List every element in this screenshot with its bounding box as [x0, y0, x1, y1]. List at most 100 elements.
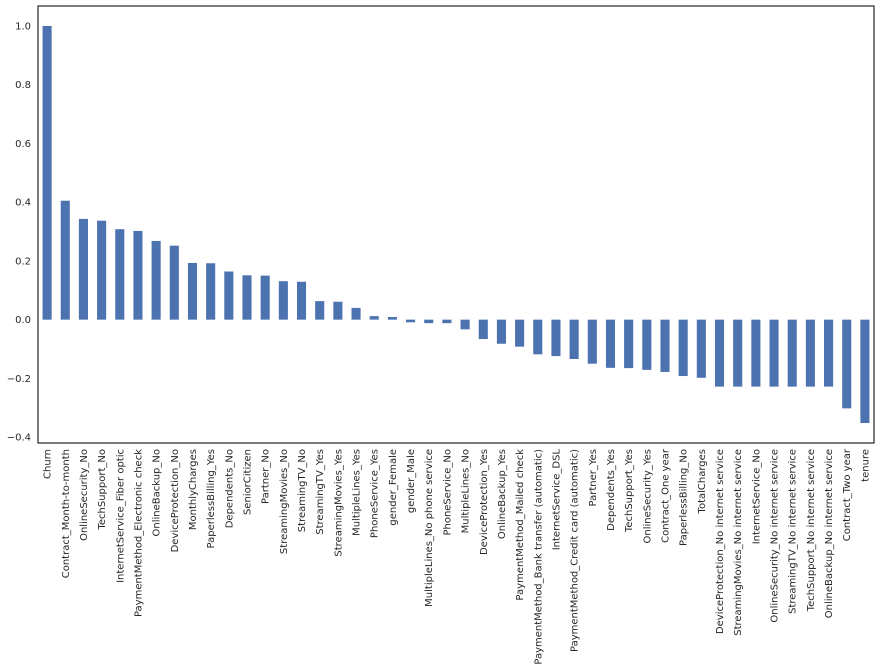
x-tick-label: StreamingTV_No	[297, 449, 308, 532]
x-tick-label: PaymentMethod_Credit card (automatic)	[570, 449, 581, 652]
bar	[78, 218, 88, 320]
bar	[551, 319, 561, 357]
x-tick-label: TechSupport_No	[97, 449, 108, 531]
x-tick-label: Contract_One year	[661, 448, 672, 543]
bar	[206, 263, 216, 320]
x-tick-label: DeviceProtection_No internet service	[715, 449, 726, 634]
bar	[387, 317, 397, 320]
x-tick-label: gender_Male	[406, 449, 417, 513]
x-tick-label: StreamingMovies_No	[279, 449, 290, 554]
bar	[642, 319, 652, 370]
bar	[278, 281, 288, 320]
x-tick-label: PaperlessBilling_No	[679, 449, 690, 546]
x-tick-label: MultipleLines_No	[461, 449, 472, 533]
bar	[769, 319, 779, 387]
x-tick-label: InternetService_Fiber optic	[115, 449, 126, 583]
x-tick-label: PaperlessBilling_Yes	[206, 449, 217, 548]
x-tick-label: InternetService_No	[751, 449, 762, 544]
x-tick-label: OnlineBackup_No	[152, 449, 163, 537]
bar	[260, 275, 270, 320]
x-tick-label: MonthlyCharges	[188, 449, 199, 530]
plot-background	[38, 6, 874, 443]
bar	[424, 319, 434, 324]
x-tick-label: OnlineBackup_No internet service	[824, 449, 835, 618]
bar	[442, 319, 452, 324]
bar	[460, 319, 470, 330]
bar	[860, 319, 870, 424]
bar	[587, 319, 597, 364]
x-tick-label: OnlineSecurity_Yes	[642, 449, 653, 543]
axes-frame	[37, 5, 875, 444]
x-tick-label: Contract_Two year	[842, 448, 853, 541]
bar	[660, 319, 670, 372]
x-tick-label: TechSupport_Yes	[624, 449, 635, 533]
bar	[496, 319, 506, 344]
bar	[533, 319, 543, 355]
bar	[369, 316, 379, 320]
x-tick-label: Dependents_No	[224, 449, 235, 528]
x-tick-label: Dependents_Yes	[606, 449, 617, 531]
x-tick-label: StreamingMovies_Yes	[333, 449, 344, 557]
bar	[842, 319, 852, 409]
bar	[624, 319, 634, 369]
x-tick-label: PaymentMethod_Mailed check	[515, 449, 526, 601]
x-tick-label: TechSupport_No internet service	[806, 449, 817, 612]
x-tick-label: OnlineSecurity_No internet service	[770, 449, 781, 623]
x-tick-label: PaymentMethod_Electronic check	[133, 449, 144, 617]
bar	[224, 271, 234, 320]
bar	[187, 262, 198, 320]
bar	[696, 319, 706, 378]
x-tick-label: PaymentMethod_Bank transfer (automatic)	[533, 449, 544, 665]
bar	[133, 230, 143, 320]
y-tick-label: 0.0	[15, 315, 31, 326]
bar	[478, 319, 488, 340]
x-tick-label: gender_Female	[388, 449, 399, 526]
bar	[714, 319, 725, 387]
bar	[515, 319, 525, 347]
y-tick-label: −0.2	[7, 374, 31, 385]
x-tick-label: Partner_No	[261, 449, 272, 504]
bar	[605, 319, 616, 368]
x-tick-label: StreamingMovies_No internet service	[733, 449, 744, 636]
x-tick-label: DeviceProtection_Yes	[479, 449, 490, 555]
x-tick-label: OnlineBackup_Yes	[497, 449, 508, 539]
x-tick-label: SeniorCitizen	[243, 449, 254, 515]
x-tick-label: tenure	[860, 449, 871, 482]
bar	[787, 319, 797, 387]
x-tick-label: Contract_Month-to-month	[61, 449, 72, 578]
x-tick-label: OnlineSecurity_No	[79, 449, 90, 541]
bar	[678, 319, 688, 377]
x-tick-label: Churn	[43, 449, 54, 479]
bar	[60, 200, 70, 320]
x-tick-label: StreamingTV_No internet service	[788, 449, 799, 614]
bar	[242, 275, 252, 320]
x-tick-label: StreamingTV_Yes	[315, 449, 326, 535]
bar	[296, 281, 307, 320]
x-tick-label: TotalCharges	[697, 449, 708, 514]
bar	[824, 319, 834, 387]
bar	[733, 319, 743, 387]
bar	[169, 245, 179, 320]
y-tick-label: 0.4	[15, 198, 31, 209]
y-tick-label: 1.0	[15, 21, 31, 32]
x-tick-label: Partner_Yes	[588, 449, 599, 507]
bar	[333, 301, 343, 320]
bar	[115, 229, 125, 320]
bar	[569, 319, 579, 359]
y-tick-label: 0.2	[15, 256, 31, 267]
bar	[151, 240, 161, 320]
x-tick-label: InternetService_DSL	[551, 449, 562, 551]
bar	[315, 301, 325, 320]
x-tick-label: DeviceProtection_No	[170, 449, 181, 552]
bar	[751, 319, 761, 387]
x-tick-label: PhoneService_Yes	[370, 449, 381, 538]
bar	[351, 307, 361, 320]
y-tick-label: −0.4	[7, 433, 31, 444]
bar	[805, 319, 815, 387]
x-tick-label: MultipleLines_No phone service	[424, 449, 435, 607]
y-tick-label: 0.6	[15, 139, 31, 150]
y-tick-label: 0.8	[15, 80, 31, 91]
bar	[42, 25, 52, 320]
